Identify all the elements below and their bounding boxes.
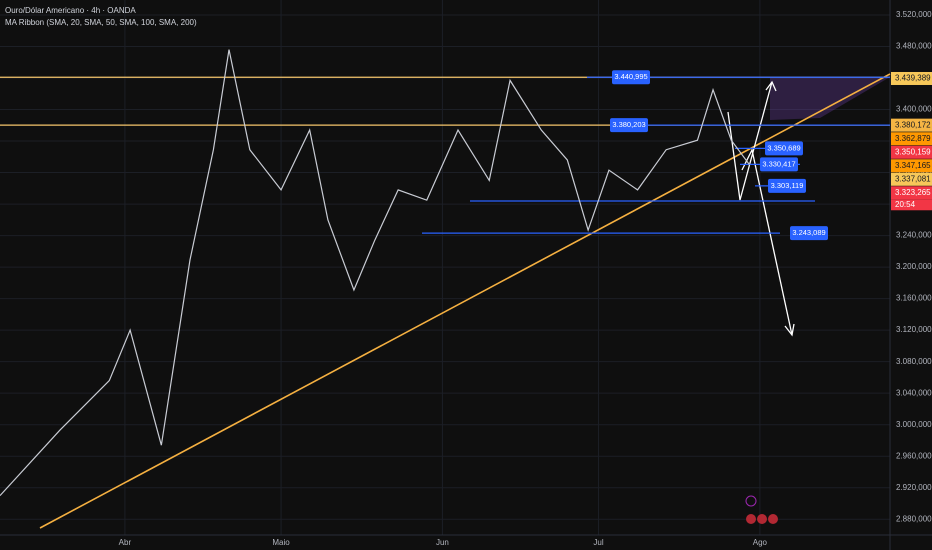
level-label-bg: [612, 70, 650, 85]
level-label: 3.350,689: [767, 143, 800, 152]
y-tick-label: 2.960,000: [896, 451, 932, 460]
price-tag: [891, 145, 932, 159]
event-flag: [768, 514, 778, 524]
x-tick-label: Jul: [593, 538, 603, 547]
level-label: 3.380,203: [612, 120, 645, 129]
price-tag: [891, 71, 932, 85]
x-tick-label: Ago: [753, 538, 768, 547]
countdown-bg: [891, 199, 932, 211]
up-arrow-head: [765, 80, 777, 92]
price-tag: [891, 186, 932, 200]
event-flag: [757, 514, 767, 524]
price-line: [0, 49, 750, 497]
x-tick-label: Jun: [436, 538, 449, 547]
projection-zone: [770, 77, 890, 120]
x-tick-label: Maio: [272, 538, 290, 547]
price-tag: [891, 172, 932, 186]
events: [745, 495, 778, 524]
trendline: [39, 73, 891, 529]
price-tag: [891, 132, 932, 146]
y-tick-label: 3.400,000: [896, 105, 932, 114]
indicator-label: MA Ribbon (SMA, 20, SMA, 50, SMA, 100, S…: [5, 18, 197, 27]
price-tag-label: 3.350,159: [895, 147, 931, 156]
y-tick-label: 3.040,000: [896, 388, 932, 397]
level-label-bg: [760, 157, 798, 172]
level-label-bg: [768, 178, 806, 193]
price-tag-label: 3.337,081: [895, 174, 931, 183]
y-tick-label: 3.120,000: [896, 325, 932, 334]
price-tag: [891, 118, 932, 132]
down-arrow-head: [784, 323, 795, 337]
y-tick-label: 3.000,000: [896, 420, 932, 429]
y-tick-label: 3.240,000: [896, 231, 932, 240]
price-tag-label: 3.362,879: [895, 134, 931, 143]
y-tick-label: 2.920,000: [896, 483, 932, 492]
price-tag: [891, 159, 932, 173]
down-arrow: [741, 148, 793, 336]
event-icon: [745, 495, 757, 507]
y-tick-label: 3.080,000: [896, 357, 932, 366]
x-tick-label: Abr: [119, 538, 132, 547]
event-flag: [746, 514, 756, 524]
y-tick-label: 2.880,000: [896, 514, 932, 523]
level-label-bg: [790, 226, 828, 241]
level-label-bg: [765, 141, 803, 156]
level-label: 3.243,089: [792, 228, 825, 237]
y-tick-label: 3.520,000: [896, 10, 932, 19]
level-label-bg: [610, 118, 648, 133]
countdown: 20:54: [895, 200, 916, 209]
y-tick-label: 3.160,000: [896, 294, 932, 303]
chart-title: Ouro/Dólar Americano · 4h · OANDA: [5, 6, 136, 15]
price-tag-label: 3.439,389: [895, 74, 931, 83]
level-label: 3.440,995: [614, 72, 647, 81]
y-tick-label: 3.480,000: [896, 42, 932, 51]
price-tag-label: 3.323,265: [895, 188, 931, 197]
y-tick-label: 3.200,000: [896, 262, 932, 271]
level-label: 3.303,119: [771, 181, 804, 190]
price-tag-label: 3.347,165: [895, 161, 931, 170]
price-tag-label: 3.380,172: [895, 120, 931, 129]
level-label: 3.330,417: [762, 159, 795, 168]
